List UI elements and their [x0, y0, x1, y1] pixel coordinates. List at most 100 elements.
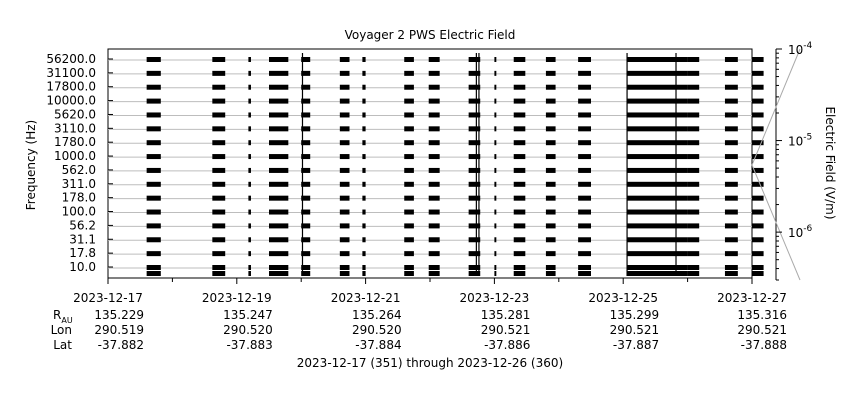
spectrum-block [578, 265, 591, 270]
spectrum-block [362, 84, 366, 90]
ephemeris-r-value: 135.229 [94, 308, 144, 322]
spectrum-block [339, 70, 350, 76]
spectrum-block [212, 265, 226, 270]
spectrum-block [428, 265, 440, 270]
spectrum-block [687, 70, 700, 76]
spectrum-block [146, 265, 161, 270]
spectrum-block [687, 237, 700, 243]
spectrum-block [545, 70, 556, 76]
y-tick-label: 17800.0 [46, 80, 96, 94]
spectrum-block [545, 209, 556, 215]
spectrum-block [627, 112, 688, 118]
y-tick-label: 56.2 [69, 218, 96, 232]
spectrum-block [494, 140, 497, 146]
ephemeris-lat-value: -37.882 [98, 338, 144, 352]
spectrum-block [428, 154, 440, 160]
spectrum-block [362, 209, 366, 215]
spectrum-block [339, 140, 350, 146]
spectrum-block [212, 84, 226, 90]
spectrum-block [301, 84, 311, 90]
spectrum-block [752, 167, 764, 173]
x-tick-label: 2023-12-27 [717, 291, 787, 305]
spectrum-block [724, 181, 738, 187]
spectrum-block [627, 223, 688, 229]
spectrum-block [494, 57, 497, 62]
spectrum-block [339, 237, 350, 243]
spectrum-block [687, 57, 700, 62]
spectrum-block [494, 70, 497, 76]
spectrum-block [248, 251, 251, 257]
spectrum-block [545, 126, 556, 132]
spectrum-block [428, 98, 440, 104]
spectrum-block [468, 140, 481, 146]
spectrum-block [513, 167, 526, 173]
spectrum-block [269, 140, 289, 146]
spectrum-block [513, 265, 526, 270]
spectrum-block [545, 154, 556, 160]
spectrum-block [513, 98, 526, 104]
spectrum-block [545, 223, 556, 229]
spectrum-block [513, 237, 526, 243]
ephemeris-r-value: 135.247 [223, 308, 273, 322]
spectrum-block [428, 84, 440, 90]
spectrum-block [627, 237, 688, 243]
spectrum-block [468, 265, 481, 270]
spectrum-block [578, 84, 591, 90]
y-tick-label: 10.0 [69, 260, 96, 274]
spectrum-block [494, 181, 497, 187]
spectrum-block [494, 98, 497, 104]
spectrum-block [404, 70, 414, 76]
spectrum-block [339, 195, 350, 201]
spectrum-block [687, 112, 700, 118]
spectrum-block [468, 181, 481, 187]
spectrum-block [339, 251, 350, 257]
spectrum-block [428, 195, 440, 201]
spectrum-block [301, 167, 311, 173]
spectrum-block [212, 237, 226, 243]
spectrum-block [248, 181, 251, 187]
spectrum-block [687, 98, 700, 104]
spectrum-block [468, 154, 481, 160]
y-tick-label: 5620.0 [54, 107, 96, 121]
spectrum-block [494, 251, 497, 257]
frequency-axis: 56200.031100.017800.010000.05620.03110.0… [46, 52, 113, 274]
spectrum-block [248, 84, 251, 90]
spectrum-block [468, 195, 481, 201]
spectrum-block [428, 271, 440, 276]
spectrum-block [248, 70, 251, 76]
spectrum-block [339, 84, 350, 90]
spectrum-block [362, 223, 366, 229]
spectrum-block [494, 209, 497, 215]
spectrum-block [513, 195, 526, 201]
spectrum-block [146, 112, 161, 118]
colorbar-connector [751, 48, 801, 166]
spectrum-block [146, 140, 161, 146]
spectrum-block [404, 126, 414, 132]
spectrum-block [545, 237, 556, 243]
spectrum-block [724, 195, 738, 201]
y-tick-label: 31.1 [69, 232, 96, 246]
spectrum-block [146, 271, 161, 276]
spectrum-block [404, 112, 414, 118]
spectrum-block [248, 167, 251, 173]
spectrum-block [724, 112, 738, 118]
y-tick-label: 31100.0 [46, 66, 96, 80]
spectrum-block [301, 112, 311, 118]
plot-frame [107, 48, 753, 279]
spectrum-block [627, 126, 688, 132]
spectrum-block [404, 195, 414, 201]
spectrum-block [545, 140, 556, 146]
spectrum-block [248, 140, 251, 146]
ephemeris-label-r: RAU [53, 308, 73, 325]
spectrum-block [146, 195, 161, 201]
spectrum-block [513, 112, 526, 118]
spectrum-block [545, 84, 556, 90]
spectrum-block [301, 265, 311, 270]
spectrum-block [269, 265, 289, 270]
spectrum-block [752, 70, 764, 76]
spectrum-block [404, 154, 414, 160]
spectrum-block [248, 98, 251, 104]
spectrum-block [627, 181, 688, 187]
spectrum-block [578, 271, 591, 276]
spectrum-block [687, 154, 700, 160]
